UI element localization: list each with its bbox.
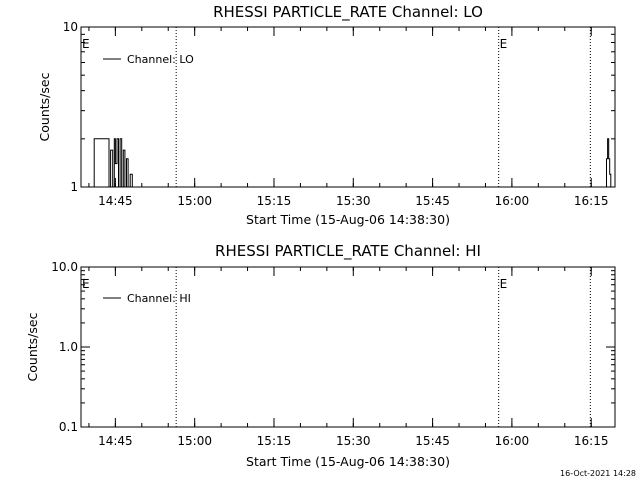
y-axis-label: Counts/sec	[25, 312, 40, 381]
x-axis: 14:45 15:00 15:15 15:30 15:45 16:00 16:15	[88, 27, 609, 208]
y-axis: 0.1 1.0 10.0	[51, 260, 615, 434]
x-axis: 14:45 15:00 15:15 15:30 15:45 16:00 16:15	[88, 267, 609, 448]
event-marker-label: E	[82, 37, 90, 51]
x-axis-label: Start Time (15-Aug-06 14:38:30)	[246, 454, 450, 469]
plot-frame	[80, 26, 616, 188]
event-marker-label: E	[500, 277, 508, 291]
y-axis: 1 10	[63, 20, 615, 194]
x-axis-label: Start Time (15-Aug-06 14:38:30)	[246, 212, 450, 227]
x-tick-label: 16:00	[495, 194, 530, 208]
plot-frame	[80, 266, 616, 428]
x-tick-label: 15:45	[415, 194, 450, 208]
x-tick-label: 14:45	[98, 194, 133, 208]
footer-timestamp: 16-Oct-2021 14:28	[560, 469, 636, 478]
x-tick-label: 15:45	[415, 434, 450, 448]
y-tick-label: 1	[70, 180, 78, 194]
x-tick-label: 15:00	[177, 434, 212, 448]
x-tick-label: 15:30	[336, 194, 371, 208]
legend-entry: Channel: HI	[127, 292, 191, 305]
panel-lo: RHESSI PARTICLE_RATE Channel: LO 1 10 14:…	[37, 3, 616, 227]
chart-title: RHESSI PARTICLE_RATE Channel: HI	[215, 242, 481, 261]
series-group	[93, 138, 612, 188]
x-tick-label: 16:15	[574, 434, 609, 448]
legend-entry: Channel: LO	[127, 53, 194, 66]
x-tick-label: 15:00	[177, 194, 212, 208]
event-marker-label: E	[82, 277, 90, 291]
x-tick-label: 15:30	[336, 434, 371, 448]
y-tick-label: 10	[63, 20, 78, 34]
x-tick-label: 16:15	[574, 194, 609, 208]
y-tick-label: 0.1	[59, 420, 78, 434]
y-tick-label: 10.0	[51, 260, 78, 274]
legend: Channel: LO	[103, 53, 194, 66]
x-tick-label: 15:15	[257, 194, 292, 208]
y-tick-label: 1.0	[59, 340, 78, 354]
legend: Channel: HI	[103, 292, 191, 305]
event-marker-label: E	[500, 37, 508, 51]
x-tick-label: 16:00	[495, 434, 530, 448]
y-axis-label: Counts/sec	[37, 72, 52, 141]
x-tick-label: 14:45	[98, 434, 133, 448]
series-line	[93, 138, 612, 188]
chart-title: RHESSI PARTICLE_RATE Channel: LO	[213, 3, 483, 22]
x-tick-label: 15:15	[257, 434, 292, 448]
panel-hi: RHESSI PARTICLE_RATE Channel: HI 0.1 1.0 1…	[25, 242, 616, 469]
